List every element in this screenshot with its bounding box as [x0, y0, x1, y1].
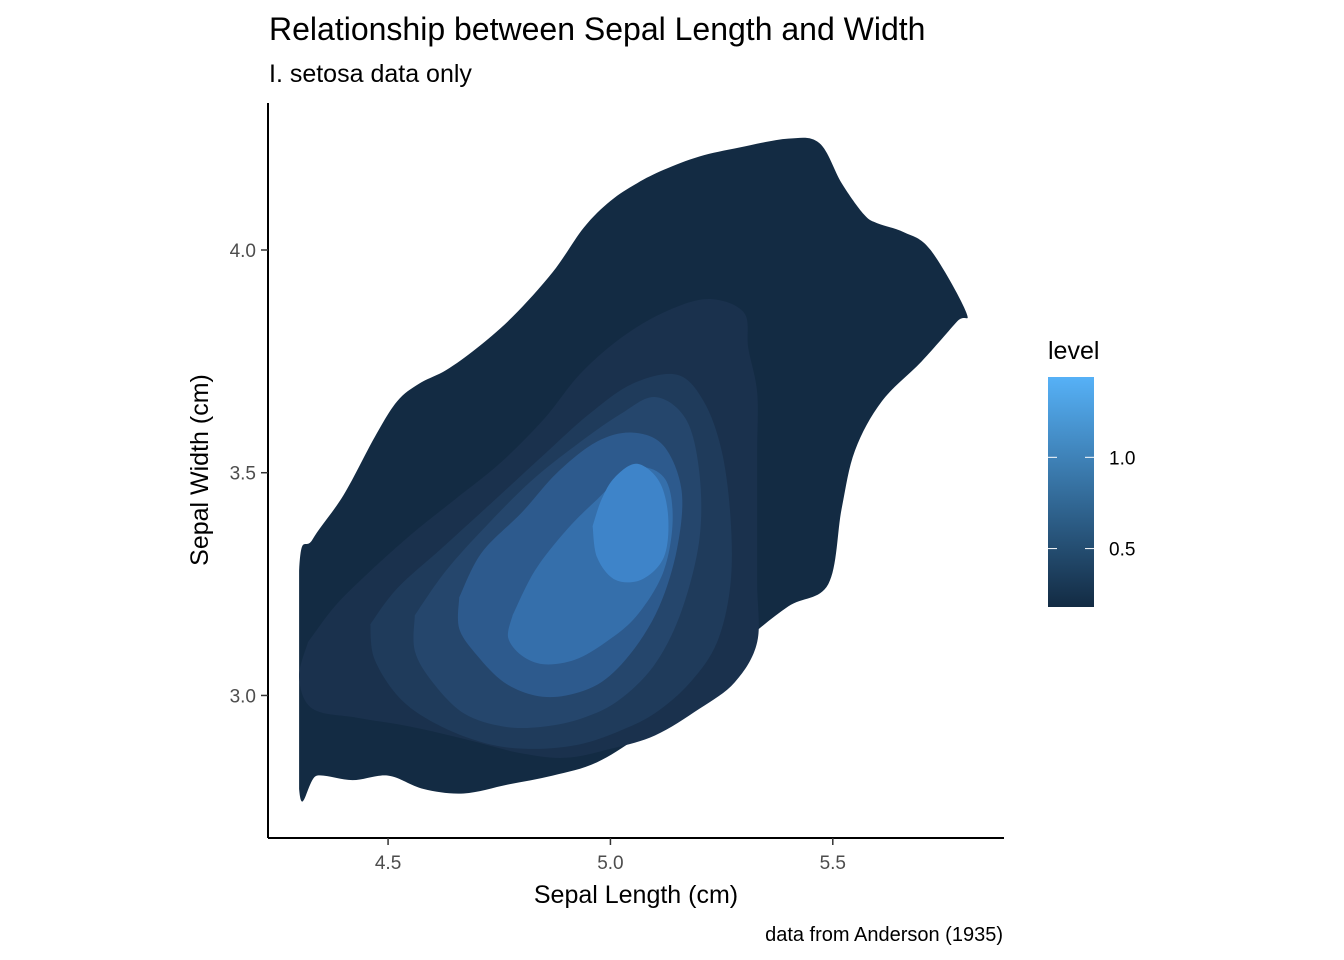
- x-axis-title: Sepal Length (cm): [534, 881, 738, 909]
- x-axis-ticks: 4.5 5.0 5.5: [375, 838, 846, 874]
- x-tick-label: 4.5: [375, 853, 401, 874]
- legend: level 0.5 1.0: [1048, 337, 1135, 607]
- legend-tick-label: 0.5: [1109, 540, 1135, 561]
- density-band-level-1-35: [592, 463, 669, 583]
- y-axis-title: Sepal Width (cm): [186, 374, 214, 566]
- chart-subtitle: I. setosa data only: [269, 60, 472, 88]
- legend-colorbar: [1048, 377, 1094, 607]
- y-tick-label: 3.0: [230, 686, 256, 707]
- legend-ticks: 0.5 1.0: [1048, 448, 1135, 561]
- legend-tick-label: 1.0: [1109, 448, 1135, 469]
- y-axis-ticks: 3.0 3.5 4.0: [230, 241, 268, 707]
- y-tick-label: 4.0: [230, 241, 256, 262]
- density-contours: [299, 137, 968, 802]
- chart-title: Relationship between Sepal Length and Wi…: [269, 11, 925, 47]
- plot-area: [299, 137, 968, 802]
- x-tick-label: 5.0: [597, 853, 623, 874]
- y-tick-label: 3.5: [230, 464, 256, 485]
- legend-title: level: [1048, 337, 1099, 365]
- x-tick-label: 5.5: [820, 853, 846, 874]
- chart-caption: data from Anderson (1935): [765, 924, 1003, 946]
